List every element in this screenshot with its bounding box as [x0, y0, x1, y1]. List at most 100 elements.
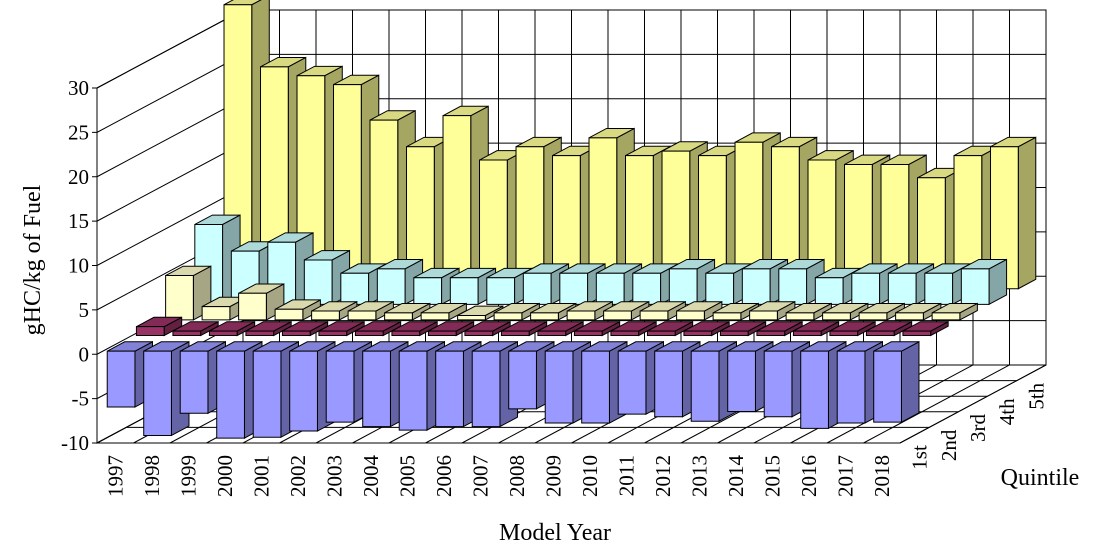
- x-tick-label: 1997: [103, 455, 127, 497]
- x-tick-label: 2012: [651, 455, 675, 497]
- x-tick-label: 2007: [468, 455, 492, 497]
- bar-front: [238, 292, 267, 321]
- bar-front: [449, 277, 479, 305]
- bar-front: [391, 330, 421, 337]
- x-tick-label: 2011: [614, 455, 638, 496]
- bar: [493, 302, 540, 321]
- bar-front: [464, 330, 494, 337]
- bar-front: [347, 310, 377, 321]
- bar: [208, 320, 256, 337]
- bar-front: [427, 330, 457, 337]
- bar: [530, 302, 577, 321]
- bar: [712, 302, 759, 321]
- x-tick-label: 2013: [687, 455, 711, 497]
- x-tick-label: 2003: [322, 455, 346, 497]
- bar-front: [289, 350, 318, 432]
- bar-front: [960, 268, 990, 305]
- bar-front: [873, 350, 902, 423]
- bar: [990, 136, 1037, 290]
- bar: [391, 320, 438, 337]
- bar-front: [252, 350, 282, 438]
- bar-front: [727, 350, 756, 412]
- bar-front: [245, 330, 275, 337]
- bar-front: [325, 350, 355, 423]
- bar: [902, 320, 949, 337]
- bar-front: [646, 330, 676, 337]
- bar-front: [836, 350, 866, 424]
- bar-front: [303, 259, 333, 305]
- bar-front: [340, 272, 370, 305]
- bar-front: [814, 277, 844, 305]
- bar-front: [457, 314, 486, 321]
- bar-front: [172, 330, 202, 337]
- x-tick-label: 2009: [541, 455, 565, 497]
- bar-front: [683, 330, 713, 337]
- bar-front: [376, 268, 406, 305]
- bar-front: [887, 272, 917, 305]
- bar-front: [712, 312, 742, 321]
- z-tick-label: 5th: [1024, 382, 1048, 409]
- y-tick-label: 0: [79, 342, 90, 366]
- bar: [427, 320, 475, 337]
- bar: [676, 300, 723, 321]
- bar: [354, 320, 402, 337]
- bar-front: [639, 310, 669, 321]
- y-tick-label: 15: [68, 209, 89, 233]
- bar-front: [106, 350, 136, 408]
- bar-front: [435, 350, 464, 428]
- bar-front: [522, 272, 552, 305]
- bar: [895, 302, 942, 321]
- bar-front: [413, 277, 443, 305]
- grid-line: [899, 10, 1047, 444]
- x-tick-label: 2018: [870, 455, 894, 497]
- bar: [457, 305, 504, 321]
- bar-front: [530, 312, 559, 321]
- bar-front: [792, 330, 822, 337]
- z-tick-label: 2nd: [937, 429, 961, 461]
- bar-front: [902, 330, 932, 337]
- bar: [865, 320, 913, 337]
- bar-front: [603, 310, 632, 321]
- x-tick-label: 2006: [432, 455, 456, 497]
- bar-front: [354, 330, 384, 337]
- bar-front: [281, 330, 311, 337]
- bar-front: [486, 277, 516, 305]
- bar-front: [384, 312, 413, 321]
- bar-front: [216, 350, 245, 439]
- bar-front: [201, 306, 231, 321]
- y-tick-label: -5: [72, 387, 90, 411]
- bar-front: [690, 350, 720, 422]
- bar-front: [544, 350, 574, 424]
- bar-front: [705, 272, 735, 305]
- bar-front: [632, 272, 662, 305]
- bar: [822, 302, 869, 321]
- bar-front: [990, 146, 1019, 290]
- bar: [135, 316, 183, 337]
- bar-front: [143, 350, 172, 436]
- x-tick-label: 2016: [797, 455, 821, 497]
- bar-front: [537, 330, 567, 337]
- bar-front: [442, 115, 472, 290]
- z-tick-label: 4th: [995, 398, 1019, 425]
- y-tick-label: 30: [68, 76, 89, 100]
- bar: [829, 320, 876, 337]
- bar-front: [668, 268, 698, 305]
- bar-front: [895, 312, 924, 321]
- bar: [384, 302, 431, 321]
- x-tick-label: 2017: [833, 455, 857, 497]
- bar-front: [362, 350, 391, 428]
- bar: [500, 320, 548, 337]
- bar-front: [595, 272, 625, 305]
- bar-front: [654, 350, 683, 418]
- bar-front: [931, 312, 961, 321]
- bar: [420, 302, 467, 321]
- bar-front: [829, 330, 859, 337]
- bar-front: [573, 330, 603, 337]
- bar: [960, 258, 1008, 306]
- bar: [245, 320, 292, 337]
- x-tick-label: 2001: [249, 455, 273, 497]
- bar-front: [311, 310, 340, 321]
- bar: [573, 320, 621, 337]
- bar-side: [1017, 136, 1037, 290]
